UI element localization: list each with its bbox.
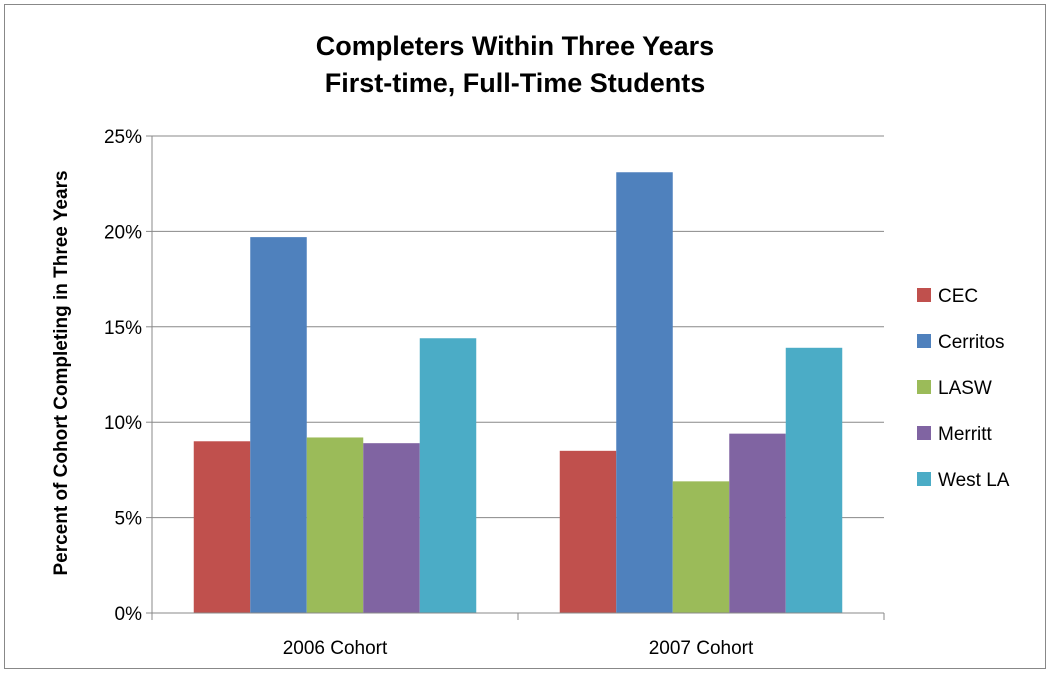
bar-cec: [559, 450, 617, 613]
bar-cerritos: [616, 172, 673, 613]
chart-frame: [4, 4, 1046, 669]
bar-lasw: [306, 437, 364, 613]
legend-swatch: [917, 288, 931, 302]
legend-label: West LA: [938, 470, 1010, 491]
bars-group: [193, 172, 843, 613]
y-axis-label: Percent of Cohort Completing in Three Ye…: [51, 170, 72, 575]
bar-lasw: [672, 481, 730, 613]
bar-west-la: [419, 338, 477, 613]
legend-label: Merritt: [938, 424, 993, 445]
bar-merritt: [729, 433, 786, 613]
y-tick-label: 20%: [104, 222, 142, 243]
chart-title-line-1: Completers Within Three Years: [316, 31, 714, 61]
legend-swatch: [917, 472, 931, 486]
legend: CEC Cerritos LASW Merritt West LA: [917, 286, 1010, 491]
bar-west-la: [785, 347, 843, 613]
y-tick-label: 15%: [104, 318, 142, 339]
y-tick-label: 5%: [115, 509, 143, 530]
y-tick-label: 10%: [104, 413, 142, 434]
legend-label: Cerritos: [938, 332, 1005, 353]
axes-group: 0% 5% 10% 15% 20% 25% 2006 Cohort 2007 Cohort: [104, 127, 885, 659]
bar-merritt: [363, 443, 420, 613]
chart-title-line-2: First-time, Full-Time Students: [325, 68, 706, 98]
bar-cec: [193, 441, 251, 613]
y-tick-label: 25%: [104, 127, 142, 148]
bar-cerritos: [250, 237, 307, 613]
legend-label: LASW: [938, 378, 992, 399]
legend-swatch: [917, 334, 931, 348]
x-tick-label: 2007 Cohort: [649, 638, 754, 659]
legend-swatch: [917, 380, 931, 394]
legend-swatch: [917, 426, 931, 440]
y-tick-label: 0%: [115, 604, 143, 625]
legend-label: CEC: [938, 286, 978, 307]
x-tick-label: 2006 Cohort: [283, 638, 388, 659]
